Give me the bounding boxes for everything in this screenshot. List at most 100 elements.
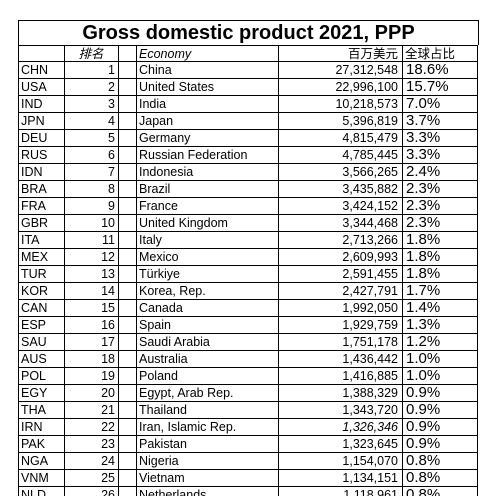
empty-cell[interactable] — [119, 215, 137, 232]
country-code-cell[interactable]: SAU — [18, 334, 65, 351]
empty-cell[interactable] — [119, 385, 137, 402]
world-share-cell[interactable]: 7.0% — [403, 96, 478, 113]
world-share-cell[interactable]: 1.4% — [403, 300, 478, 317]
world-share-cell[interactable]: 1.8% — [403, 232, 478, 249]
empty-cell[interactable] — [119, 266, 137, 283]
country-code-cell[interactable]: GBR — [18, 215, 65, 232]
empty-cell[interactable] — [119, 419, 137, 436]
rank-cell[interactable]: 10 — [65, 215, 119, 232]
country-code-cell[interactable]: MEX — [18, 249, 65, 266]
economy-cell[interactable]: Vietnam — [137, 470, 279, 487]
rank-cell[interactable]: 4 — [65, 113, 119, 130]
economy-cell[interactable]: France — [137, 198, 279, 215]
gdp-value-cell[interactable]: 1,416,885 — [279, 368, 403, 385]
world-share-cell[interactable]: 2.3% — [403, 215, 478, 232]
economy-cell[interactable]: Germany — [137, 130, 279, 147]
rank-cell[interactable]: 7 — [65, 164, 119, 181]
rank-cell[interactable]: 20 — [65, 385, 119, 402]
rank-cell[interactable]: 21 — [65, 402, 119, 419]
empty-cell[interactable] — [119, 470, 137, 487]
empty-cell[interactable] — [119, 453, 137, 470]
world-share-cell[interactable]: 0.9% — [403, 419, 478, 436]
country-code-cell[interactable]: VNM — [18, 470, 65, 487]
empty-cell[interactable] — [119, 300, 137, 317]
country-code-cell[interactable]: EGY — [18, 385, 65, 402]
world-share-cell[interactable]: 1.0% — [403, 368, 478, 385]
rank-cell[interactable]: 19 — [65, 368, 119, 385]
world-share-cell[interactable]: 15.7% — [403, 79, 478, 96]
gdp-value-cell[interactable]: 1,326,346 — [279, 419, 403, 436]
rank-cell[interactable]: 3 — [65, 96, 119, 113]
empty-cell[interactable] — [119, 79, 137, 96]
world-share-cell[interactable]: 1.0% — [403, 351, 478, 368]
rank-cell[interactable]: 8 — [65, 181, 119, 198]
world-share-cell[interactable]: 1.7% — [403, 283, 478, 300]
world-share-cell[interactable]: 2.3% — [403, 181, 478, 198]
world-share-cell[interactable]: 0.8% — [403, 470, 478, 487]
economy-cell[interactable]: Brazil — [137, 181, 279, 198]
country-code-cell[interactable]: AUS — [18, 351, 65, 368]
economy-cell[interactable]: United Kingdom — [137, 215, 279, 232]
empty-cell[interactable] — [119, 249, 137, 266]
empty-cell[interactable] — [119, 436, 137, 453]
gdp-value-cell[interactable]: 5,396,819 — [279, 113, 403, 130]
country-code-cell[interactable]: ITA — [18, 232, 65, 249]
economy-cell[interactable]: Egypt, Arab Rep. — [137, 385, 279, 402]
gdp-value-cell[interactable]: 1,388,329 — [279, 385, 403, 402]
world-share-cell[interactable]: 1.8% — [403, 249, 478, 266]
gdp-value-cell[interactable]: 2,609,993 — [279, 249, 403, 266]
country-code-cell[interactable]: RUS — [18, 147, 65, 164]
world-share-cell[interactable]: 2.4% — [403, 164, 478, 181]
empty-cell[interactable] — [119, 232, 137, 249]
rank-cell[interactable]: 22 — [65, 419, 119, 436]
economy-cell[interactable]: Saudi Arabia — [137, 334, 279, 351]
header-share-cell[interactable]: 全球占比 — [403, 45, 478, 62]
world-share-cell[interactable]: 1.2% — [403, 334, 478, 351]
empty-cell[interactable] — [119, 147, 137, 164]
header-empty-cell[interactable] — [119, 45, 137, 62]
rank-cell[interactable]: 14 — [65, 283, 119, 300]
empty-cell[interactable] — [119, 130, 137, 147]
economy-cell[interactable]: Thailand — [137, 402, 279, 419]
rank-cell[interactable]: 18 — [65, 351, 119, 368]
country-code-cell[interactable]: KOR — [18, 283, 65, 300]
gdp-value-cell[interactable]: 2,427,791 — [279, 283, 403, 300]
economy-cell[interactable]: Italy — [137, 232, 279, 249]
rank-cell[interactable]: 13 — [65, 266, 119, 283]
rank-cell[interactable]: 25 — [65, 470, 119, 487]
gdp-value-cell[interactable]: 1,929,759 — [279, 317, 403, 334]
empty-cell[interactable] — [119, 487, 137, 496]
gdp-value-cell[interactable]: 3,566,265 — [279, 164, 403, 181]
economy-cell[interactable]: Netherlands — [137, 487, 279, 496]
country-code-cell[interactable]: IRN — [18, 419, 65, 436]
economy-cell[interactable]: Japan — [137, 113, 279, 130]
rank-cell[interactable]: 17 — [65, 334, 119, 351]
header-economy-cell[interactable]: Economy — [137, 45, 279, 62]
empty-cell[interactable] — [119, 368, 137, 385]
header-value-cell[interactable]: 百万美元 — [279, 45, 403, 62]
empty-cell[interactable] — [119, 96, 137, 113]
economy-cell[interactable]: Korea, Rep. — [137, 283, 279, 300]
rank-cell[interactable]: 2 — [65, 79, 119, 96]
rank-cell[interactable]: 16 — [65, 317, 119, 334]
world-share-cell[interactable]: 0.9% — [403, 402, 478, 419]
empty-cell[interactable] — [119, 402, 137, 419]
economy-cell[interactable]: Russian Federation — [137, 147, 279, 164]
economy-cell[interactable]: India — [137, 96, 279, 113]
world-share-cell[interactable]: 0.8% — [403, 453, 478, 470]
gdp-value-cell[interactable]: 1,154,070 — [279, 453, 403, 470]
rank-cell[interactable]: 1 — [65, 62, 119, 79]
gdp-value-cell[interactable]: 2,591,455 — [279, 266, 403, 283]
gdp-value-cell[interactable]: 22,996,100 — [279, 79, 403, 96]
economy-cell[interactable]: Poland — [137, 368, 279, 385]
empty-cell[interactable] — [119, 198, 137, 215]
gdp-value-cell[interactable]: 1,118,961 — [279, 487, 403, 496]
world-share-cell[interactable]: 18.6% — [403, 62, 478, 79]
world-share-cell[interactable]: 3.3% — [403, 147, 478, 164]
rank-cell[interactable]: 15 — [65, 300, 119, 317]
country-code-cell[interactable]: JPN — [18, 113, 65, 130]
country-code-cell[interactable]: ESP — [18, 317, 65, 334]
country-code-cell[interactable]: NGA — [18, 453, 65, 470]
economy-cell[interactable]: Iran, Islamic Rep. — [137, 419, 279, 436]
country-code-cell[interactable]: USA — [18, 79, 65, 96]
